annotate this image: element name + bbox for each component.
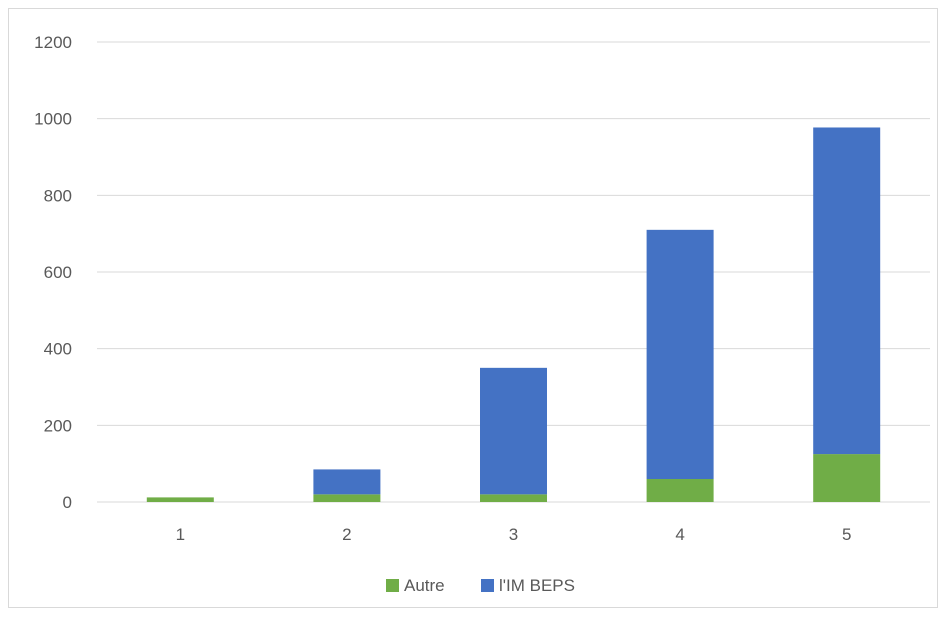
y-tick-label: 1000 xyxy=(34,110,72,129)
chart-frame xyxy=(8,8,938,608)
legend-label: l'IM BEPS xyxy=(499,576,575,595)
gridlines xyxy=(97,41,930,503)
legend: Autre l'IM BEPS xyxy=(386,576,575,595)
x-tick-label: 1 xyxy=(176,525,185,544)
x-tick-label: 4 xyxy=(675,525,684,544)
legend-label: Autre xyxy=(404,576,445,595)
x-tick-label: 2 xyxy=(342,525,351,544)
bar-autre-4 xyxy=(646,479,714,502)
y-tick-label: 800 xyxy=(44,186,72,205)
x-axis-ticks: 1 2 3 4 5 xyxy=(176,525,852,544)
x-tick-label: 5 xyxy=(842,525,851,544)
y-axis-ticks: 0 200 400 600 800 1000 1200 xyxy=(34,33,72,512)
bar-l-im-beps-4 xyxy=(646,229,714,479)
bar-l-im-beps-2 xyxy=(313,469,381,495)
y-tick-label: 600 xyxy=(44,263,72,282)
bar-autre-1 xyxy=(146,497,214,502)
bar-autre-3 xyxy=(480,494,547,502)
y-tick-label: 200 xyxy=(44,416,72,435)
y-tick-label: 0 xyxy=(63,493,72,512)
legend-swatch-autre xyxy=(386,579,399,592)
bar-l-im-beps-3 xyxy=(480,367,547,495)
bars xyxy=(146,127,881,502)
y-tick-label: 400 xyxy=(44,340,72,359)
y-tick-label: 1200 xyxy=(34,33,72,52)
x-tick-label: 3 xyxy=(509,525,518,544)
bar-autre-2 xyxy=(313,494,381,502)
bar-autre-5 xyxy=(813,454,881,502)
legend-swatch-l-im-beps xyxy=(481,579,494,592)
bar-l-im-beps-5 xyxy=(813,127,881,455)
